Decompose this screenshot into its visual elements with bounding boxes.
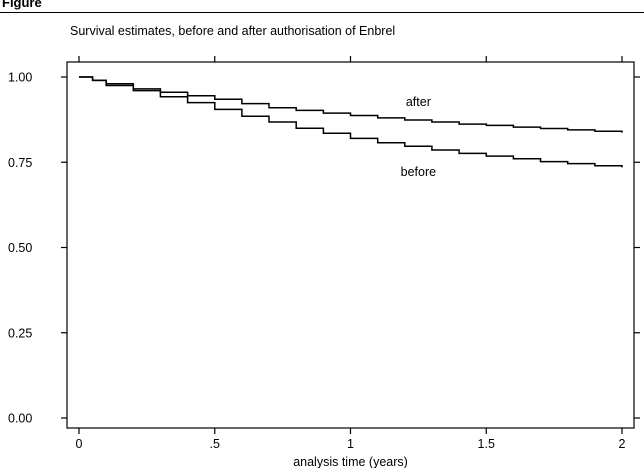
annotation-group: after before	[401, 95, 436, 179]
x-tick-label: 1.5	[478, 437, 495, 451]
annotation-before: before	[401, 165, 436, 179]
annotation-after: after	[406, 95, 431, 109]
y-tick-label: 0.75	[8, 156, 32, 170]
y-tick-label: 0.25	[8, 326, 32, 340]
series-line-after	[79, 76, 623, 133]
x-tick-label: 2	[619, 437, 626, 451]
series-group	[79, 76, 623, 168]
chart-title: Survival estimates, before and after aut…	[70, 24, 395, 38]
x-tick-label: 1	[347, 437, 354, 451]
series-line-before	[79, 76, 623, 168]
plot-frame	[66, 61, 635, 429]
x-axis-label: analysis time (years)	[293, 455, 408, 468]
x-tick-label: .5	[210, 437, 220, 451]
x-tick-label: 0	[76, 437, 83, 451]
y-tick-label: 0.50	[8, 241, 32, 255]
top-rule	[0, 12, 644, 13]
figure-label: Figure	[2, 0, 42, 10]
axes: 0.00 0.25 0.50 0.75 1.00 0 .5 1 1.5 2	[8, 56, 640, 451]
y-tick-label: 0.00	[8, 412, 32, 426]
y-tick-label: 1.00	[8, 71, 32, 85]
